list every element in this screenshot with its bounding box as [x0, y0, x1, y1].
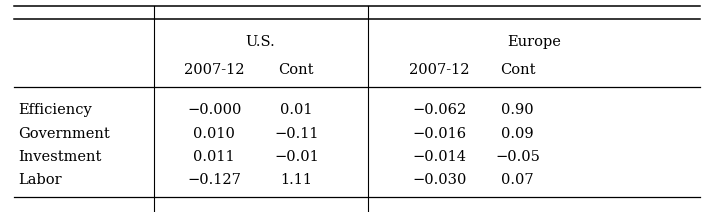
Text: 0.07: 0.07: [501, 173, 534, 187]
Text: 0.011: 0.011: [193, 150, 235, 164]
Text: Cont: Cont: [278, 63, 314, 77]
Text: Investment: Investment: [18, 150, 101, 164]
Text: Cont: Cont: [500, 63, 536, 77]
Text: −0.030: −0.030: [412, 173, 466, 187]
Text: Efficiency: Efficiency: [18, 103, 91, 117]
Text: Government: Government: [18, 127, 110, 141]
Text: U.S.: U.S.: [246, 35, 276, 49]
Text: −0.01: −0.01: [274, 150, 318, 164]
Text: 0.010: 0.010: [193, 127, 235, 141]
Text: Labor: Labor: [18, 173, 61, 187]
Text: 0.90: 0.90: [501, 103, 534, 117]
Text: −0.127: −0.127: [187, 173, 241, 187]
Text: −0.11: −0.11: [274, 127, 318, 141]
Text: 2007-12: 2007-12: [184, 63, 244, 77]
Text: Europe: Europe: [507, 35, 560, 49]
Text: 0.01: 0.01: [280, 103, 313, 117]
Text: −0.014: −0.014: [412, 150, 466, 164]
Text: −0.000: −0.000: [187, 103, 241, 117]
Text: 0.09: 0.09: [501, 127, 534, 141]
Text: −0.062: −0.062: [412, 103, 466, 117]
Text: −0.016: −0.016: [412, 127, 466, 141]
Text: −0.05: −0.05: [496, 150, 540, 164]
Text: 1.11: 1.11: [281, 173, 312, 187]
Text: 2007-12: 2007-12: [409, 63, 469, 77]
